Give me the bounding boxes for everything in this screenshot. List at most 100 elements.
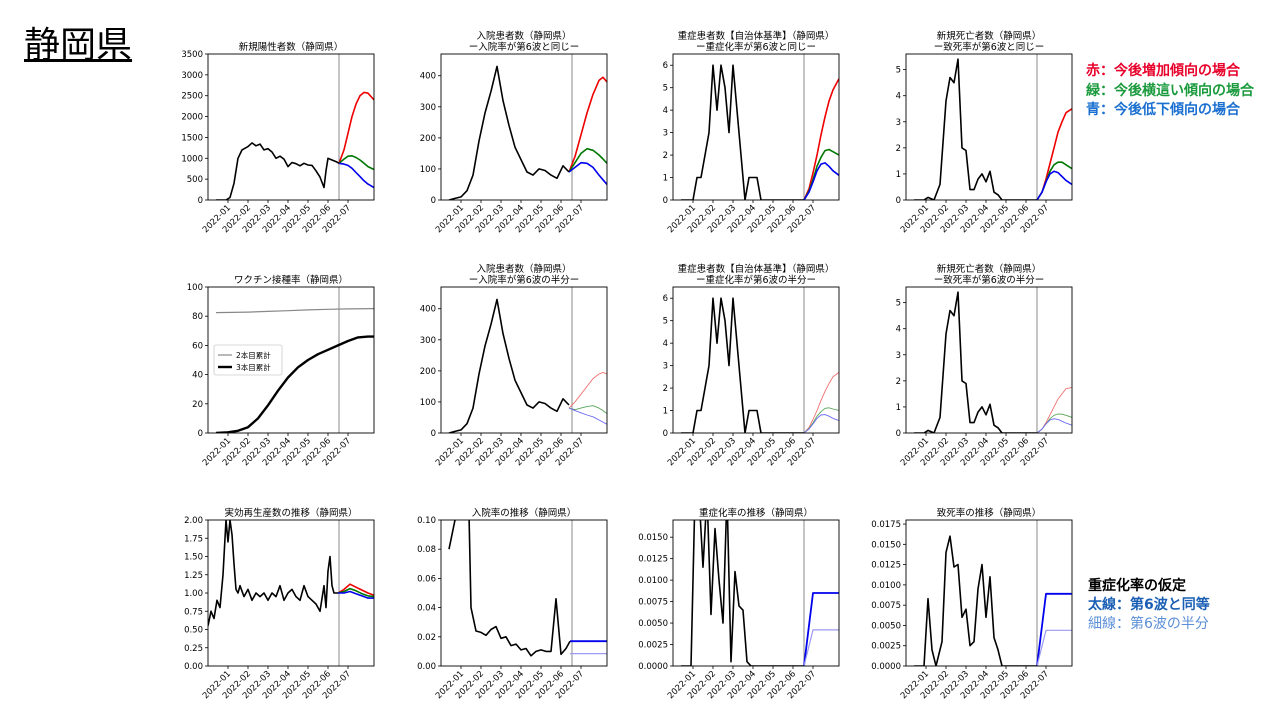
y-tick-label: 0.0075 <box>871 601 901 611</box>
chart-severe_rate: 重症化率の推移（静岡県） 0.0000 0.0025 0.0050 0.0075 0.01… <box>638 507 840 701</box>
y-tick-label: 300 <box>420 336 436 346</box>
y-tick-label: 5 <box>896 66 901 76</box>
y-tick-label: 5 <box>896 299 901 309</box>
plot-frame <box>905 286 1073 434</box>
y-tick-label: 4 <box>663 106 668 116</box>
plot-frame <box>207 519 375 667</box>
scenario-blue-thick-line <box>1036 592 1072 666</box>
y-tick-label: 0 <box>663 429 668 439</box>
scenario-blue-line <box>568 161 607 186</box>
y-tick-label: 20 <box>192 400 203 410</box>
chart-title-line: 入院患者数（静岡県） <box>476 263 571 275</box>
scenario-blue-thin-line <box>1036 629 1072 666</box>
plot-area <box>681 520 839 666</box>
scenario-blue-line <box>568 407 607 425</box>
y-tick-label: 0.06 <box>417 574 436 584</box>
y-tick-label: 1 <box>896 170 901 180</box>
y-tick-label: 3 <box>896 351 901 361</box>
chart-title-line: 新規陽性者数（静岡県） <box>239 41 344 53</box>
y-tick-label: 0 <box>198 196 203 206</box>
chart-severe_half: 重症患者数【自治体基準】（静岡県）ー重症化率が第6波の半分ー0123456202… <box>663 263 840 468</box>
y-tick-label: 0.10 <box>417 516 436 526</box>
observed-line <box>681 297 804 433</box>
y-tick-label: 100 <box>187 283 203 293</box>
chart-inpatients_same: 入院患者数（静岡県）ー入院率が第6波と同じー01002003004002022-… <box>420 30 608 235</box>
y-tick-label: 0 <box>198 429 203 439</box>
plot-frame <box>672 286 840 434</box>
page-title: 静岡県 <box>24 25 133 66</box>
y-tick-label: 2 <box>896 144 901 154</box>
observed-line <box>448 65 570 200</box>
chart-title-line: ー重症化率が第6波と同じー <box>696 41 816 53</box>
chart-death_rate: 致死率の推移（静岡県） 0.0000 0.0025 0.0050 0.0075 0.010… <box>871 507 1073 701</box>
series-line <box>215 335 374 433</box>
chart-title-line: ー重症化率が第6波の半分ー <box>696 274 816 286</box>
observed-line <box>914 291 1037 433</box>
y-tick-label: 0.0000 <box>871 662 901 672</box>
chart-title-line: 致死率の推移（静岡県） <box>937 507 1042 519</box>
y-tick-label: 0 <box>431 429 436 439</box>
chart-title-line: ー入院率が第6波と同じー <box>469 41 580 53</box>
observed-line <box>448 298 570 433</box>
y-tick-label: 0.75 <box>184 607 203 617</box>
y-tick-label: 400 <box>420 305 436 315</box>
scenario-blue-line <box>338 162 374 189</box>
assumption-title: 重症化率の仮定 <box>1088 578 1186 594</box>
y-tick-label: 3 <box>896 118 901 128</box>
y-tick-label: 60 <box>192 341 203 351</box>
scenario-red-line <box>1036 386 1072 433</box>
y-tick-label: 2.00 <box>184 516 203 526</box>
plot-area <box>914 520 1072 666</box>
y-tick-label: 2 <box>896 377 901 387</box>
y-tick-label: 1 <box>663 174 668 184</box>
chart-severe_same: 重症患者数【自治体基準】（静岡県）ー重症化率が第6波と同じー0123456202… <box>663 30 840 235</box>
plot-area <box>448 287 607 433</box>
scenario-blue-line <box>1036 170 1072 200</box>
plot-frame <box>905 519 1073 667</box>
chart-title-line: 重症化率の推移（静岡県） <box>699 507 813 519</box>
y-tick-label: 100 <box>420 398 436 408</box>
y-tick-label: 3 <box>663 362 668 372</box>
scenario-red-line <box>1036 108 1072 200</box>
chart-title-line: ー致死率が第6波と同じー <box>934 41 1045 53</box>
assumption-thin: 細線：第6波の半分 <box>1088 616 1209 632</box>
y-tick-label: 0.00 <box>417 662 436 672</box>
y-tick-label: 5 <box>663 317 668 327</box>
y-tick-label: 0.0050 <box>638 619 668 629</box>
y-tick-label: 0 <box>896 429 901 439</box>
chart-title-line: 入院率の推移（静岡県） <box>472 507 577 519</box>
assumption-thick: 太線：第6波と同等 <box>1088 597 1210 613</box>
scenario-red-line <box>803 78 839 200</box>
observed-line <box>914 58 1037 200</box>
chart-title-line: 新規死亡者数（静岡県） <box>937 30 1042 42</box>
plot-frame <box>672 519 840 667</box>
y-tick-label: 2500 <box>181 92 203 102</box>
scenario-red-line <box>568 371 607 409</box>
observed-line <box>681 64 804 200</box>
y-tick-label: 0.0075 <box>638 598 668 608</box>
chart-inpatients_half: 入院患者数（静岡県）ー入院率が第6波の半分ー01002003004002022-… <box>420 263 608 468</box>
y-tick-label: 0 <box>896 196 901 206</box>
y-tick-label: 400 <box>420 72 436 82</box>
y-tick-label: 100 <box>420 165 436 175</box>
y-tick-label: 40 <box>192 371 203 381</box>
plot-frame <box>207 53 375 201</box>
plot-area <box>914 287 1072 433</box>
chart-title-line: ー致死率が第6波の半分ー <box>934 274 1045 286</box>
y-tick-label: 6 <box>663 294 668 304</box>
observed-line <box>914 535 1037 666</box>
scenario-red-line <box>338 91 374 164</box>
chart-deaths_half: 新規死亡者数（静岡県）ー致死率が第6波の半分ー0123452022-012022… <box>896 263 1073 468</box>
scenario-blue-thin-line <box>803 629 839 666</box>
y-tick-label: 1 <box>663 407 668 417</box>
legend-label: 3本目累計 <box>236 362 271 372</box>
y-tick-label: 300 <box>420 103 436 113</box>
y-tick-label: 0 <box>663 196 668 206</box>
scenario-blue-line <box>338 590 374 599</box>
y-tick-label: 1.00 <box>184 589 203 599</box>
chart-title-line: ー入院率が第6波の半分ー <box>469 274 580 286</box>
y-tick-label: 0.0025 <box>638 641 668 651</box>
y-tick-label: 4 <box>896 325 901 335</box>
y-tick-label: 1 <box>896 403 901 413</box>
y-tick-label: 2000 <box>181 113 203 123</box>
